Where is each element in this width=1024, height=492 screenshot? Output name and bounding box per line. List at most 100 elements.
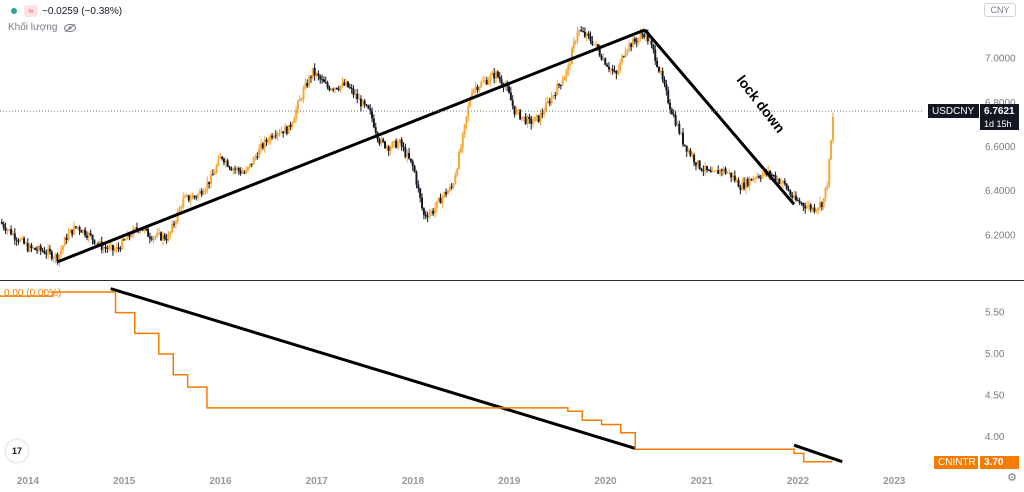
- candle-body: [391, 142, 394, 148]
- candle-body: [419, 188, 422, 198]
- candle-body: [567, 65, 570, 71]
- candle-body: [156, 232, 159, 237]
- candle-body: [474, 86, 477, 90]
- gear-icon[interactable]: ⚙: [1007, 472, 1017, 484]
- candle-body: [97, 243, 100, 245]
- candle-body: [815, 209, 818, 212]
- candle-body: [469, 98, 472, 107]
- eye-slash-icon[interactable]: [63, 23, 77, 33]
- candle-body: [615, 71, 618, 74]
- candle-body: [569, 63, 572, 66]
- candle-body: [733, 175, 736, 181]
- candle-body: [704, 165, 707, 171]
- candle-body: [415, 171, 418, 185]
- candle-body: [787, 188, 790, 191]
- time-axis-tick: 2015: [113, 476, 136, 487]
- candle-body: [147, 228, 150, 237]
- candle-body: [222, 158, 225, 163]
- candle-body: [2, 223, 5, 228]
- candle-body: [513, 105, 516, 115]
- candle-body: [358, 98, 361, 100]
- candle-body: [546, 101, 549, 103]
- candle-body: [224, 160, 227, 163]
- candle-body: [359, 98, 362, 107]
- candle-body: [728, 172, 731, 174]
- candle-body: [372, 118, 375, 128]
- candle-body: [822, 197, 825, 208]
- candle-body: [348, 87, 351, 89]
- candle-body: [644, 31, 647, 38]
- candle-body: [197, 193, 200, 198]
- candle-body: [411, 161, 414, 167]
- downtrend-line: [643, 28, 796, 206]
- currency-button[interactable]: CNY: [984, 3, 1016, 17]
- candle-body: [182, 197, 185, 207]
- candle-body: [393, 140, 396, 143]
- candle-body: [226, 160, 229, 167]
- candle-body: [221, 156, 224, 159]
- candle-body: [535, 115, 538, 117]
- volume-legend[interactable]: Khối lượng: [8, 22, 77, 33]
- candle-body: [811, 207, 814, 210]
- candle-body: [545, 102, 548, 112]
- candle-body: [315, 73, 318, 76]
- candle-body: [561, 80, 564, 85]
- price-axis-tick: 6.2000: [985, 230, 1016, 241]
- candle-body: [552, 95, 555, 97]
- time-axis-tick: 2023: [883, 476, 906, 487]
- candle-body: [461, 134, 464, 148]
- tradingview-logo-icon[interactable]: 17: [6, 440, 28, 462]
- time-axis-tick: 2014: [17, 476, 40, 487]
- price-tag-countdown: 1d 15h: [980, 118, 1019, 131]
- candle-body: [556, 84, 559, 96]
- candle-body: [239, 170, 242, 174]
- candle-body: [774, 175, 777, 181]
- candle-body: [450, 186, 453, 188]
- candle-body: [135, 227, 138, 230]
- candle-body: [630, 43, 633, 47]
- candle-body: [82, 229, 85, 233]
- candle-body: [824, 187, 827, 198]
- candle-body: [160, 232, 163, 241]
- candle-body: [258, 148, 261, 158]
- candle-body: [613, 70, 616, 72]
- candle-body: [463, 124, 466, 135]
- candle-body: [487, 81, 490, 85]
- candle-body: [698, 160, 701, 169]
- candle-body: [339, 85, 342, 90]
- candle-body: [259, 143, 262, 149]
- candle-body: [104, 247, 107, 249]
- candle-body: [382, 139, 385, 142]
- candle-body: [604, 58, 607, 65]
- candle-body: [248, 163, 251, 168]
- candle-body: [121, 239, 124, 250]
- wave-icon[interactable]: ≈: [24, 5, 38, 17]
- candle-body: [91, 234, 94, 240]
- candle-body: [297, 101, 300, 110]
- candle-body: [354, 93, 357, 95]
- candle-body: [219, 156, 222, 159]
- candle-body: [802, 203, 805, 207]
- candle-body: [54, 254, 57, 258]
- rate-downtrend-line: [110, 287, 636, 450]
- candle-body: [726, 172, 729, 174]
- candle-body: [587, 33, 590, 37]
- candle-body: [198, 190, 201, 194]
- candle-body: [306, 82, 309, 87]
- candle-body: [826, 185, 829, 188]
- candle-body: [110, 245, 113, 247]
- candle-body: [39, 246, 42, 251]
- candle-body: [213, 172, 216, 175]
- candle-body: [378, 139, 381, 144]
- candle-body: [50, 251, 53, 259]
- candle-body: [195, 196, 198, 198]
- candle-body: [235, 167, 238, 170]
- pane-divider[interactable]: [0, 280, 1024, 281]
- candle-body: [37, 246, 40, 251]
- candle-body: [174, 221, 177, 225]
- candle-body: [387, 146, 390, 151]
- candle-body: [700, 168, 703, 171]
- candle-body: [67, 232, 70, 241]
- candle-body: [211, 174, 214, 176]
